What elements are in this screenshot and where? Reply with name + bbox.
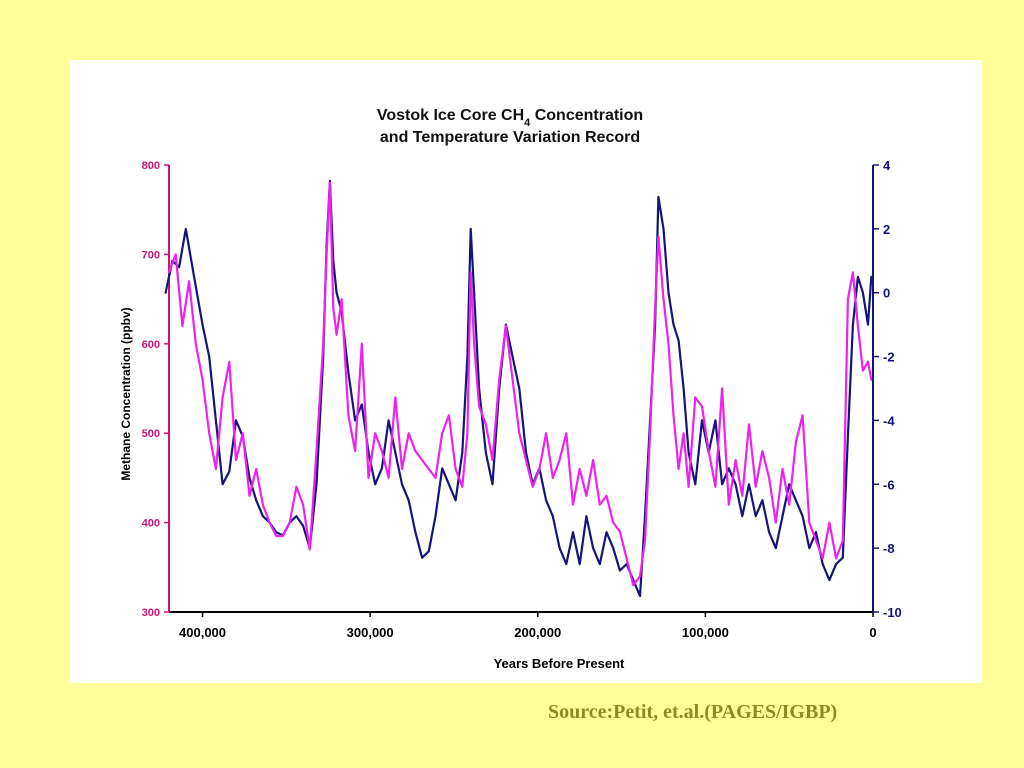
y-left-tick-label: 800 bbox=[142, 160, 160, 172]
y-axis-label-left: Methane Concentration (ppbv) bbox=[119, 307, 133, 480]
x-axis: 400,000 300,000 200,000 100,000 0 bbox=[169, 611, 877, 640]
x-tick-label: 200,000 bbox=[514, 625, 561, 640]
y-left-tick-label: 300 bbox=[142, 607, 160, 619]
y-right-tick-label: -8 bbox=[883, 541, 895, 556]
temperature-series-line bbox=[164, 179, 873, 598]
y-left-tick-label: 500 bbox=[142, 428, 160, 440]
chart-title-line: Vostok Ice Core CH4 Concentration bbox=[377, 107, 643, 129]
vostok-chart: Vostok Ice Core CH4 Concentration and Tem… bbox=[119, 107, 902, 671]
chart-panel: Vostok Ice Core CH4 Concentration and Tem… bbox=[69, 60, 982, 683]
chart-title: Vostok Ice Core CH4 Concentration and Tem… bbox=[377, 107, 643, 146]
y-axis-left: 800 700 600 500 400 300 bbox=[142, 160, 170, 619]
y-right-tick-label: -4 bbox=[883, 413, 895, 428]
y-left-tick-label: 600 bbox=[142, 339, 160, 351]
chart-title-line: and Temperature Variation Record bbox=[380, 129, 640, 146]
y-right-tick-label: -2 bbox=[883, 350, 895, 365]
x-axis-label: Years Before Present bbox=[494, 656, 625, 671]
y-axis-right: 4 2 0 -2 -4 -6 -8 -10 bbox=[872, 158, 902, 620]
chart-title-part: and Temperature Variation Record bbox=[380, 129, 640, 146]
x-tick-label: 400,000 bbox=[179, 625, 226, 640]
y-right-tick-label: 0 bbox=[883, 286, 890, 301]
y-left-tick-label: 700 bbox=[142, 249, 160, 261]
series-layer bbox=[164, 179, 873, 598]
y-left-tick-label: 400 bbox=[142, 518, 160, 530]
y-right-tick-label: 2 bbox=[883, 222, 890, 237]
source-citation: Source:Petit, et.al.(PAGES/IGBP) bbox=[548, 701, 838, 723]
x-tick-label: 0 bbox=[869, 625, 876, 640]
chart-title-part: Vostok Ice Core CH bbox=[377, 107, 524, 124]
methane-series-line bbox=[167, 181, 873, 587]
chart-title-part: 4 bbox=[524, 117, 531, 129]
x-tick-label: 100,000 bbox=[682, 625, 729, 640]
y-right-tick-label: -10 bbox=[883, 605, 902, 620]
y-right-tick-label: 4 bbox=[883, 158, 891, 173]
y-right-tick-label: -6 bbox=[883, 477, 895, 492]
chart-title-part: Concentration bbox=[530, 107, 643, 124]
x-tick-label: 300,000 bbox=[347, 625, 394, 640]
